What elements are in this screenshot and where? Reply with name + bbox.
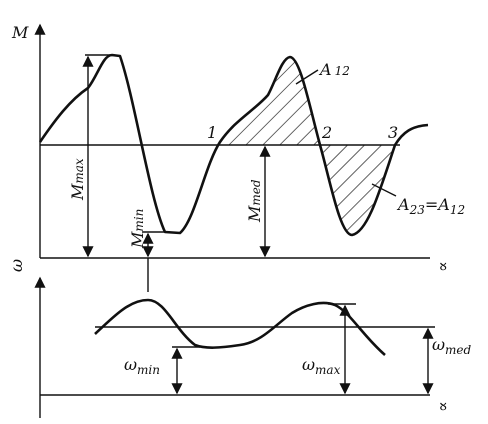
m-max-label: Mmax — [68, 158, 87, 201]
label-part: A — [318, 60, 332, 79]
label-part: M — [245, 205, 264, 223]
a12-leader — [295, 69, 319, 85]
label-part: min — [137, 363, 160, 377]
m-min-label: Mmin — [128, 209, 147, 249]
omega-min-label: ωmin — [124, 355, 160, 377]
label-part: min — [132, 209, 146, 232]
label-part: max — [72, 158, 86, 184]
omega-med-label: ωmed — [432, 335, 472, 357]
point-label: 2 — [321, 123, 332, 142]
label-part: ω — [432, 335, 445, 354]
omega-max-label: ωmax — [302, 355, 341, 377]
label-part: ω — [302, 355, 315, 374]
label-part: 12 — [335, 64, 350, 78]
a12-label: A 12 — [318, 60, 350, 79]
alpha-label: ∝ — [433, 261, 452, 272]
label-part: ω — [124, 355, 137, 374]
omega-axis-label: ω — [7, 259, 26, 272]
label-part: med — [249, 179, 263, 205]
m-axis-label: M — [11, 23, 29, 42]
point-label: 3 — [388, 123, 398, 142]
label-part: A — [396, 195, 410, 214]
label-part: max — [315, 363, 341, 377]
upper-plot: M ∝ 1 2 3 A 12 A23=A12 Mmax Mmin Mmed — [11, 23, 465, 292]
point-label: 1 — [207, 123, 217, 142]
a23-label: A23=A12 — [396, 195, 465, 217]
omega-curve — [94, 298, 386, 356]
label-part: M — [68, 183, 87, 201]
label-part: med — [445, 343, 471, 357]
area-12 — [220, 57, 320, 145]
label-part: A — [436, 195, 450, 214]
a23-leader — [371, 183, 397, 197]
label-part: = — [425, 195, 438, 214]
label-part: M — [128, 231, 147, 249]
lower-plot: ω ∝ ωmin ωmax ωmed — [7, 259, 472, 418]
label-part: 23 — [409, 203, 426, 217]
alpha-label: ∝ — [433, 401, 452, 412]
m-med-label: Mmed — [245, 179, 264, 223]
label-part: 12 — [450, 203, 465, 217]
